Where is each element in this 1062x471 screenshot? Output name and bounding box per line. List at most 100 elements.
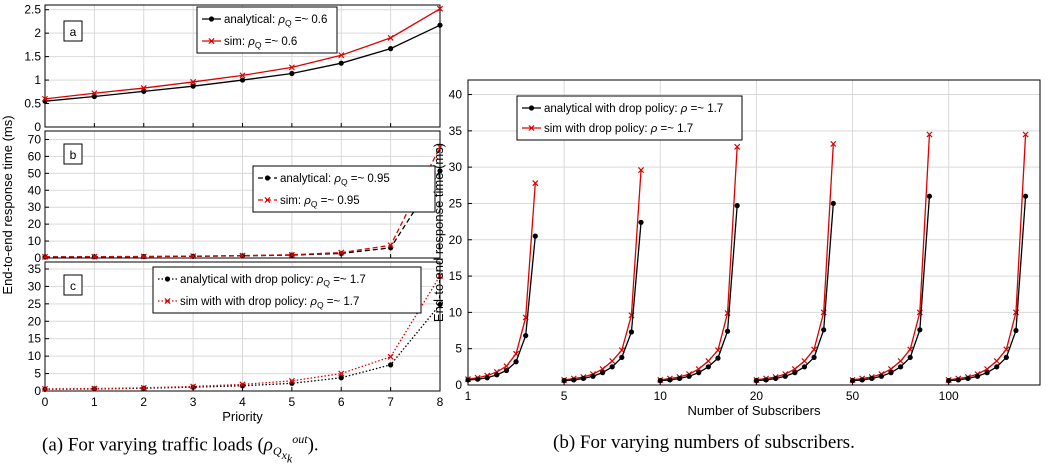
- data-point: [609, 364, 615, 370]
- data-point: [338, 249, 345, 256]
- data-point: [926, 193, 933, 199]
- data-point: [965, 375, 971, 382]
- data-point: [91, 90, 98, 97]
- panel-label-b: b: [63, 143, 83, 165]
- y-tick-label: 35: [449, 124, 463, 138]
- data-point: [821, 327, 827, 333]
- y-tick-label: 20: [28, 314, 42, 328]
- data-point: [190, 83, 196, 89]
- data-point: [993, 358, 1000, 365]
- series-sim: [464, 131, 1029, 383]
- legend-swatch-marker: [164, 297, 171, 305]
- legend-box: [516, 95, 743, 141]
- y-tick-label: 40: [28, 183, 42, 197]
- x-tick-label: 100: [939, 389, 959, 403]
- data-point: [91, 253, 98, 260]
- data-point: [532, 233, 538, 239]
- data-point: [338, 370, 345, 377]
- caption-a-prefix: (a) For varying traffic loads (: [42, 434, 264, 456]
- data-point: [830, 140, 837, 147]
- x-tick-label: 10: [654, 389, 668, 403]
- y-tick-label: 15: [28, 332, 42, 346]
- legend-entry: sim with with drop policy: ρQ =~ 1.7: [180, 296, 359, 310]
- data-point: [494, 372, 500, 378]
- series-segment-line: [564, 222, 642, 382]
- legend-entry: analytical: ρQ =~ 0.6: [224, 14, 327, 28]
- data-point: [619, 354, 625, 361]
- caption-a-sub: Q: [272, 444, 282, 459]
- data-point: [946, 378, 952, 384]
- data-point: [436, 272, 444, 279]
- x-axis-label: Priority: [222, 409, 263, 424]
- data-point: [667, 377, 673, 383]
- panel-label-box: [63, 143, 83, 165]
- data-point: [288, 251, 295, 258]
- y-tick-label: 0: [455, 378, 462, 392]
- y-tick-label: 1: [34, 73, 41, 87]
- legend-box: [252, 165, 436, 213]
- data-point: [288, 64, 295, 71]
- data-point: [338, 375, 344, 381]
- chart-panel-b: 0 10 20 30 40 50 60 70 b analytical: ρQ =~ 0.95 si…: [28, 130, 444, 265]
- data-point: [734, 203, 740, 209]
- legend-swatch-marker: [208, 16, 215, 22]
- panel-label-box: [63, 20, 83, 42]
- caption-a: (a) For varying traffic loads (ρQxk out).: [42, 432, 319, 466]
- legend-box: [152, 266, 422, 314]
- data-point: [436, 5, 444, 12]
- data-point: [984, 370, 990, 376]
- data-point: [239, 252, 246, 259]
- y-tick-label: 1.5: [24, 50, 41, 64]
- caption-b: (b) For varying numbers of subscribers.: [553, 432, 855, 453]
- data-point: [1022, 193, 1029, 199]
- data-point: [41, 253, 49, 260]
- data-point: [859, 377, 865, 383]
- data-point: [638, 219, 644, 225]
- data-point: [239, 381, 246, 388]
- data-point: [387, 242, 394, 249]
- data-point: [387, 34, 394, 41]
- data-point: [288, 377, 295, 384]
- data-point: [338, 60, 344, 66]
- y-tick-label: 10: [28, 234, 42, 248]
- data-point: [849, 378, 856, 384]
- data-point: [580, 375, 586, 382]
- data-point: [638, 167, 645, 174]
- y-tick-label: 2.5: [24, 3, 41, 17]
- legend-entry: analytical with drop policy: ρ =~ 1.7: [544, 103, 723, 115]
- caption-a-subsub: x: [281, 447, 287, 462]
- panel-label-text: b: [70, 148, 77, 162]
- x-tick-label: 50: [846, 389, 860, 403]
- chart-panel-a: 0 0.5 1 1.5 2 2.5 a analytical: ρQ =~ 0.6 sim: ρ…: [24, 3, 444, 134]
- panel-label-c: c: [63, 274, 83, 296]
- data-point: [763, 377, 769, 383]
- legend-entry: sim: ρQ =~ 0.95: [280, 195, 360, 209]
- data-point: [532, 180, 539, 187]
- legend-entry: analytical: ρQ =~ 0.95: [280, 173, 390, 187]
- data-point: [41, 95, 49, 102]
- data-point: [974, 373, 981, 379]
- data-point: [897, 358, 904, 365]
- y-tick-label: 0: [34, 120, 41, 134]
- data-point: [190, 253, 197, 260]
- y-tick-label: 0: [34, 384, 41, 398]
- series-analytical: [465, 193, 1029, 384]
- data-point: [436, 144, 444, 151]
- data-point: [437, 168, 443, 174]
- legend: analytical with drop policy: ρQ =~ 1.7 si…: [152, 266, 422, 314]
- data-point: [513, 359, 519, 365]
- data-point: [917, 327, 923, 333]
- y-tick-label: 60: [28, 149, 42, 163]
- data-point: [1003, 354, 1009, 361]
- y-tick-label: 20: [28, 217, 42, 231]
- y-tick-label: 0: [34, 251, 41, 265]
- data-point: [503, 367, 510, 374]
- data-point: [888, 370, 894, 376]
- y-tick-label: 0.5: [24, 97, 41, 111]
- series-segment-line: [852, 196, 931, 382]
- x-tick-label: 2: [140, 395, 147, 409]
- x-tick-label: 1: [465, 389, 472, 403]
- series-segment-line: [467, 183, 536, 380]
- series-sim: [41, 5, 444, 102]
- x-tick-label: 5: [561, 389, 568, 403]
